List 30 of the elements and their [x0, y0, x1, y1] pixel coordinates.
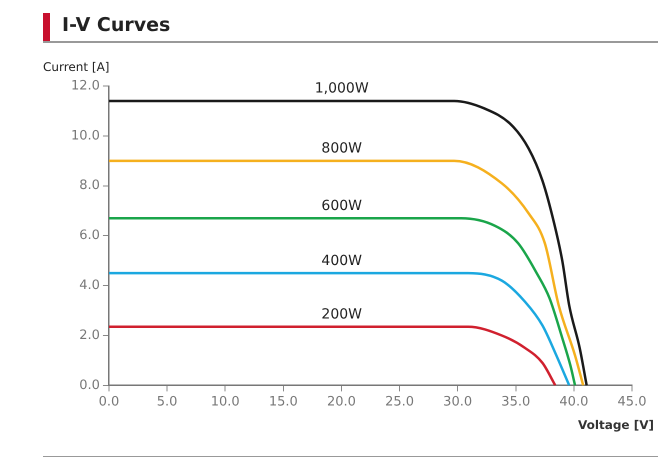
x-tick-label: 30.0 [443, 394, 472, 410]
y-axis-title: Current [A] [43, 60, 110, 74]
y-tick-label: 2.0 [79, 328, 100, 343]
y-tick-label: 10.0 [70, 128, 100, 144]
x-tick-label: 40.0 [559, 394, 588, 410]
x-tick-label: 0.0 [98, 394, 120, 410]
series-label: 800W [321, 140, 362, 156]
series-label: 400W [321, 252, 362, 269]
x-tick-label: 15.0 [268, 394, 298, 410]
x-axis-title: Voltage [V] [578, 418, 654, 432]
x-tick-label: 45.0 [618, 394, 646, 410]
x-tick-label: 35.0 [501, 394, 530, 410]
line-series [108, 216, 576, 386]
y-tick-label: 12.0 [70, 78, 100, 94]
x-tick-label: 10.0 [210, 394, 240, 410]
series-label: 1,000W [314, 80, 369, 97]
line-series [108, 160, 584, 386]
line-series [108, 326, 557, 386]
chart-title: I-V Curves [62, 14, 170, 36]
y-tick-label: 4.0 [79, 278, 100, 293]
x-tick-label: 20.0 [326, 394, 356, 410]
y-tick-label: 8.0 [79, 178, 100, 194]
y-tick-label: 6.0 [79, 228, 100, 244]
y-tick-label: 0.0 [79, 378, 100, 393]
line-series [108, 100, 588, 386]
x-tick-label: 25.0 [385, 394, 414, 410]
x-tick-label: 5.0 [156, 394, 178, 410]
series-label: 200W [321, 306, 362, 322]
series-label: 600W [321, 198, 362, 214]
line-series [108, 272, 570, 386]
